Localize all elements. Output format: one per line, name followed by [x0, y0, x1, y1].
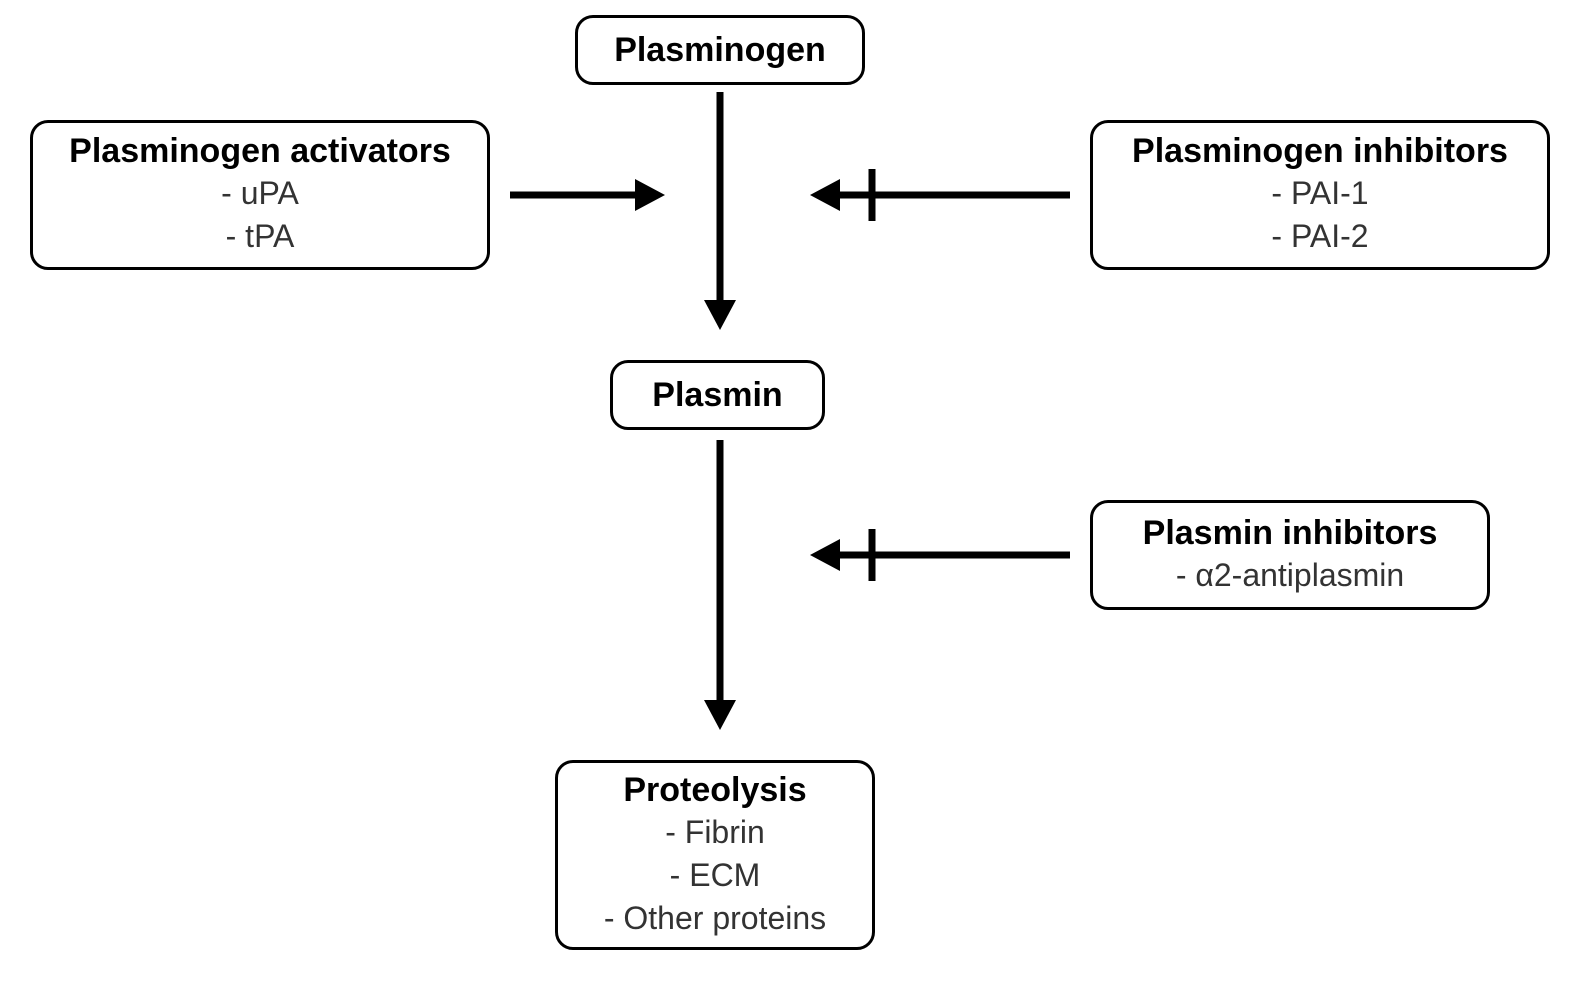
- node-plasmin: Plasmin: [610, 360, 825, 430]
- node-plasmin-inhibitors-title: Plasmin inhibitors: [1113, 513, 1467, 554]
- node-activators: Plasminogen activators - uPA - tPA: [30, 120, 490, 270]
- arrow-plasminogen-inhibitors-to-pathway: [810, 169, 1070, 221]
- node-plasminogen-inhibitors: Plasminogen inhibitors - PAI-1 - PAI-2: [1090, 120, 1550, 270]
- pathway-diagram: Plasminogen Plasminogen activators - uPA…: [0, 0, 1584, 1001]
- node-plasminogen-inhibitors-item-0: - PAI-1: [1113, 172, 1527, 215]
- node-activators-item-1: - tPA: [53, 215, 467, 258]
- node-proteolysis-item-1: - ECM: [578, 854, 852, 897]
- node-plasmin-title: Plasmin: [633, 375, 802, 416]
- node-plasminogen-title: Plasminogen: [598, 30, 842, 71]
- arrow-plasminogen-to-plasmin: [704, 92, 736, 330]
- arrow-plasmin-to-proteolysis: [704, 440, 736, 730]
- node-proteolysis-title: Proteolysis: [578, 770, 852, 811]
- node-plasmin-inhibitors: Plasmin inhibitors - α2-antiplasmin: [1090, 500, 1490, 610]
- node-plasminogen: Plasminogen: [575, 15, 865, 85]
- arrow-activators-to-pathway: [510, 179, 665, 211]
- node-plasminogen-inhibitors-title: Plasminogen inhibitors: [1113, 131, 1527, 172]
- node-plasmin-inhibitors-item-0: - α2-antiplasmin: [1113, 554, 1467, 597]
- arrow-plasmin-inhibitors-to-pathway: [810, 529, 1070, 581]
- node-activators-item-0: - uPA: [53, 172, 467, 215]
- node-activators-title: Plasminogen activators: [53, 131, 467, 172]
- node-proteolysis-item-0: - Fibrin: [578, 811, 852, 854]
- node-proteolysis-item-2: - Other proteins: [578, 897, 852, 940]
- node-proteolysis: Proteolysis - Fibrin - ECM - Other prote…: [555, 760, 875, 950]
- node-plasminogen-inhibitors-item-1: - PAI-2: [1113, 215, 1527, 258]
